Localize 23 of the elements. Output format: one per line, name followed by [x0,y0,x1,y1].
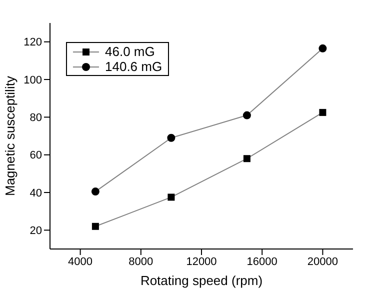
x-tick-label: 12000 [186,256,217,268]
y-axis-title: Magnetic susceptility [2,76,18,196]
y-tick-label: 100 [24,74,42,86]
x-tick-label: 4000 [68,256,93,268]
point [168,194,175,201]
y-tick-label: 80 [30,112,42,124]
point [318,44,327,52]
point [167,134,176,142]
legend-label: 140.6 mG [105,59,162,74]
y-tick-label: 20 [30,225,42,238]
point [91,188,100,196]
legend-label: 46.0 mG [105,44,155,59]
y-tick-label: 40 [30,187,42,200]
x-axis-title: Rotating speed (rpm) [140,273,263,288]
x-tick-label: 20000 [307,256,338,268]
point [319,108,326,116]
y-tick-label: 120 [24,36,42,49]
point [92,222,99,230]
y-tick-label: 60 [30,150,42,162]
point [242,111,251,120]
point [243,155,250,162]
x-tick-label: 8000 [128,256,154,268]
x-tick-label: 16000 [246,256,278,268]
